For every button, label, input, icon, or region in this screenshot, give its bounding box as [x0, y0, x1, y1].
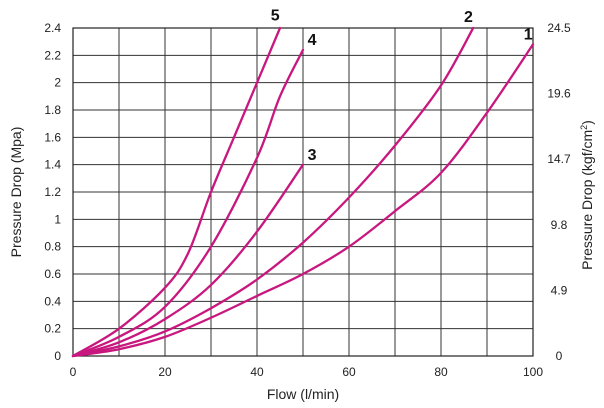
y2-tick-label: 9.8: [551, 218, 568, 232]
y2-tick-label: 19.6: [547, 87, 571, 101]
y-tick-label: 0.6: [44, 267, 61, 281]
y2-tick-label: 0: [556, 349, 563, 363]
series-labels: 1 2 3 4 5: [271, 8, 533, 164]
y2-tick-labels: 0 4.9 9.8 14.7 19.6 24.5: [547, 21, 571, 363]
y-tick-label: 2: [54, 76, 61, 90]
x-tick-label: 40: [250, 365, 264, 379]
x-tick-label: 80: [434, 365, 448, 379]
y2-tick-label: 4.9: [551, 283, 568, 297]
y2-axis-title: Pressure Drop (kgf/cm2): [579, 120, 595, 270]
y-tick-label: 2.2: [44, 48, 61, 62]
series-line-5: [71, 26, 282, 358]
series-label-5: 5: [271, 8, 280, 25]
series-label-1: 1: [524, 27, 533, 44]
plot-frame: [72, 27, 534, 357]
series-line-3: [71, 163, 305, 358]
y-tick-label: 0.2: [44, 322, 61, 336]
y-tick-label: 1.4: [44, 158, 61, 172]
x-tick-label: 20: [158, 365, 172, 379]
series-label-3: 3: [308, 147, 317, 164]
y-tick-label: 1: [54, 212, 61, 226]
y-tick-label: 2.4: [44, 21, 61, 35]
x-tick-label: 100: [523, 365, 543, 379]
series-label-4: 4: [308, 32, 317, 49]
y-tick-label: 0: [54, 349, 61, 363]
x-tick-label: 60: [342, 365, 356, 379]
y-tick-label: 0.4: [44, 294, 61, 308]
y2-axis-title-main: Pressure Drop (kgf/cm: [579, 130, 595, 270]
y2-tick-label: 24.5: [547, 21, 571, 35]
x-tick-labels: 0 20 40 60 80 100: [70, 365, 544, 379]
x-tick-label: 0: [70, 365, 77, 379]
y-tick-labels: 0 0.2 0.4 0.6 0.8 1 1.2 1.4 1.6 1.8 2 2.2 2.4: [44, 21, 61, 363]
series-label-2: 2: [464, 9, 473, 26]
y-tick-label: 1.6: [44, 130, 61, 144]
grid: [72, 27, 534, 357]
series-curves: [71, 26, 535, 358]
x-axis-title: Flow (l/min): [267, 386, 339, 402]
y2-tick-label: 14.7: [547, 152, 571, 166]
y-tick-label: 0.8: [44, 240, 61, 254]
y2-axis-title-end: ): [579, 120, 595, 125]
y-tick-label: 1.2: [44, 185, 61, 199]
y-axis-title: Pressure Drop (Mpa): [8, 127, 24, 258]
series-line-1: [71, 43, 535, 358]
series-line-2: [71, 26, 475, 358]
series-line-4: [71, 48, 305, 358]
y2-axis-title-sup: 2: [579, 125, 589, 130]
y-tick-label: 1.8: [44, 103, 61, 117]
